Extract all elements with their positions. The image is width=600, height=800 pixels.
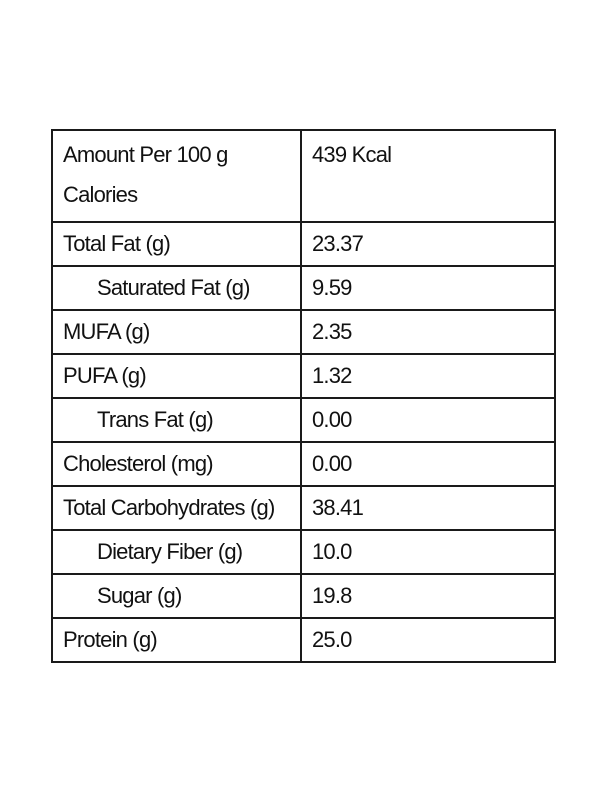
nutrient-label: PUFA (g) — [51, 353, 302, 399]
nutrient-value: 1.32 — [300, 353, 556, 399]
table-row: Trans Fat (g) 0.00 — [51, 397, 556, 443]
nutrient-value: 0.00 — [300, 397, 556, 443]
table-row: Cholesterol (mg) 0.00 — [51, 441, 556, 487]
nutrient-value: 19.8 — [300, 573, 556, 619]
nutrient-value: 23.37 — [300, 221, 556, 267]
nutrient-value: 38.41 — [300, 485, 556, 531]
nutrient-label: Trans Fat (g) — [51, 397, 302, 443]
nutrient-label: MUFA (g) — [51, 309, 302, 355]
calories-label: Calories — [63, 182, 138, 207]
nutrient-label: Cholesterol (mg) — [51, 441, 302, 487]
table-row: Protein (g) 25.0 — [51, 617, 556, 663]
nutrient-label: Dietary Fiber (g) — [51, 529, 302, 575]
table-row: Total Fat (g) 23.37 — [51, 221, 556, 267]
table-row: Dietary Fiber (g) 10.0 — [51, 529, 556, 575]
table-row: Total Carbohydrates (g) 38.41 — [51, 485, 556, 531]
nutrient-label: Sugar (g) — [51, 573, 302, 619]
table-header-row: Amount Per 100 g Calories 439 Kcal — [51, 129, 556, 223]
table-row: Saturated Fat (g) 9.59 — [51, 265, 556, 311]
nutrient-value: 10.0 — [300, 529, 556, 575]
amount-per-label: Amount Per 100 g — [63, 142, 228, 167]
nutrient-label: Saturated Fat (g) — [51, 265, 302, 311]
table-row: PUFA (g) 1.32 — [51, 353, 556, 399]
nutrient-value: 25.0 — [300, 617, 556, 663]
nutrition-table: Amount Per 100 g Calories 439 Kcal Total… — [51, 129, 556, 663]
calories-value: 439 Kcal — [300, 129, 556, 223]
nutrient-label: Total Carbohydrates (g) — [51, 485, 302, 531]
nutrient-value: 2.35 — [300, 309, 556, 355]
nutrient-label: Protein (g) — [51, 617, 302, 663]
table-row: Sugar (g) 19.8 — [51, 573, 556, 619]
nutrient-label: Total Fat (g) — [51, 221, 302, 267]
header-label-cell: Amount Per 100 g Calories — [51, 129, 302, 223]
nutrient-value: 9.59 — [300, 265, 556, 311]
nutrient-value: 0.00 — [300, 441, 556, 487]
table-row: MUFA (g) 2.35 — [51, 309, 556, 355]
